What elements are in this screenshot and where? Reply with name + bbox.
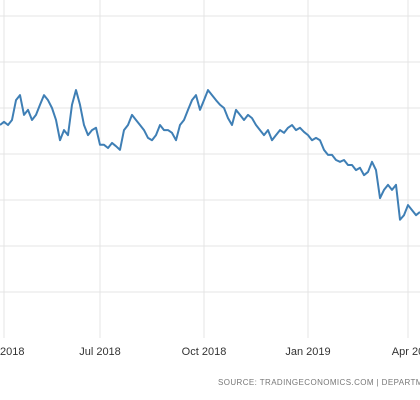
x-tick-label: Jul 2018	[79, 346, 121, 358]
data-line	[0, 89, 420, 221]
x-tick-label: Apr 20	[392, 346, 420, 358]
x-tick-label: Jan 2019	[285, 346, 330, 358]
x-tick-label: Oct 2018	[182, 346, 227, 358]
x-tick-label: 2018	[0, 346, 24, 358]
source-note: SOURCE: TRADINGECONOMICS.COM | DEPARTME	[218, 378, 420, 387]
